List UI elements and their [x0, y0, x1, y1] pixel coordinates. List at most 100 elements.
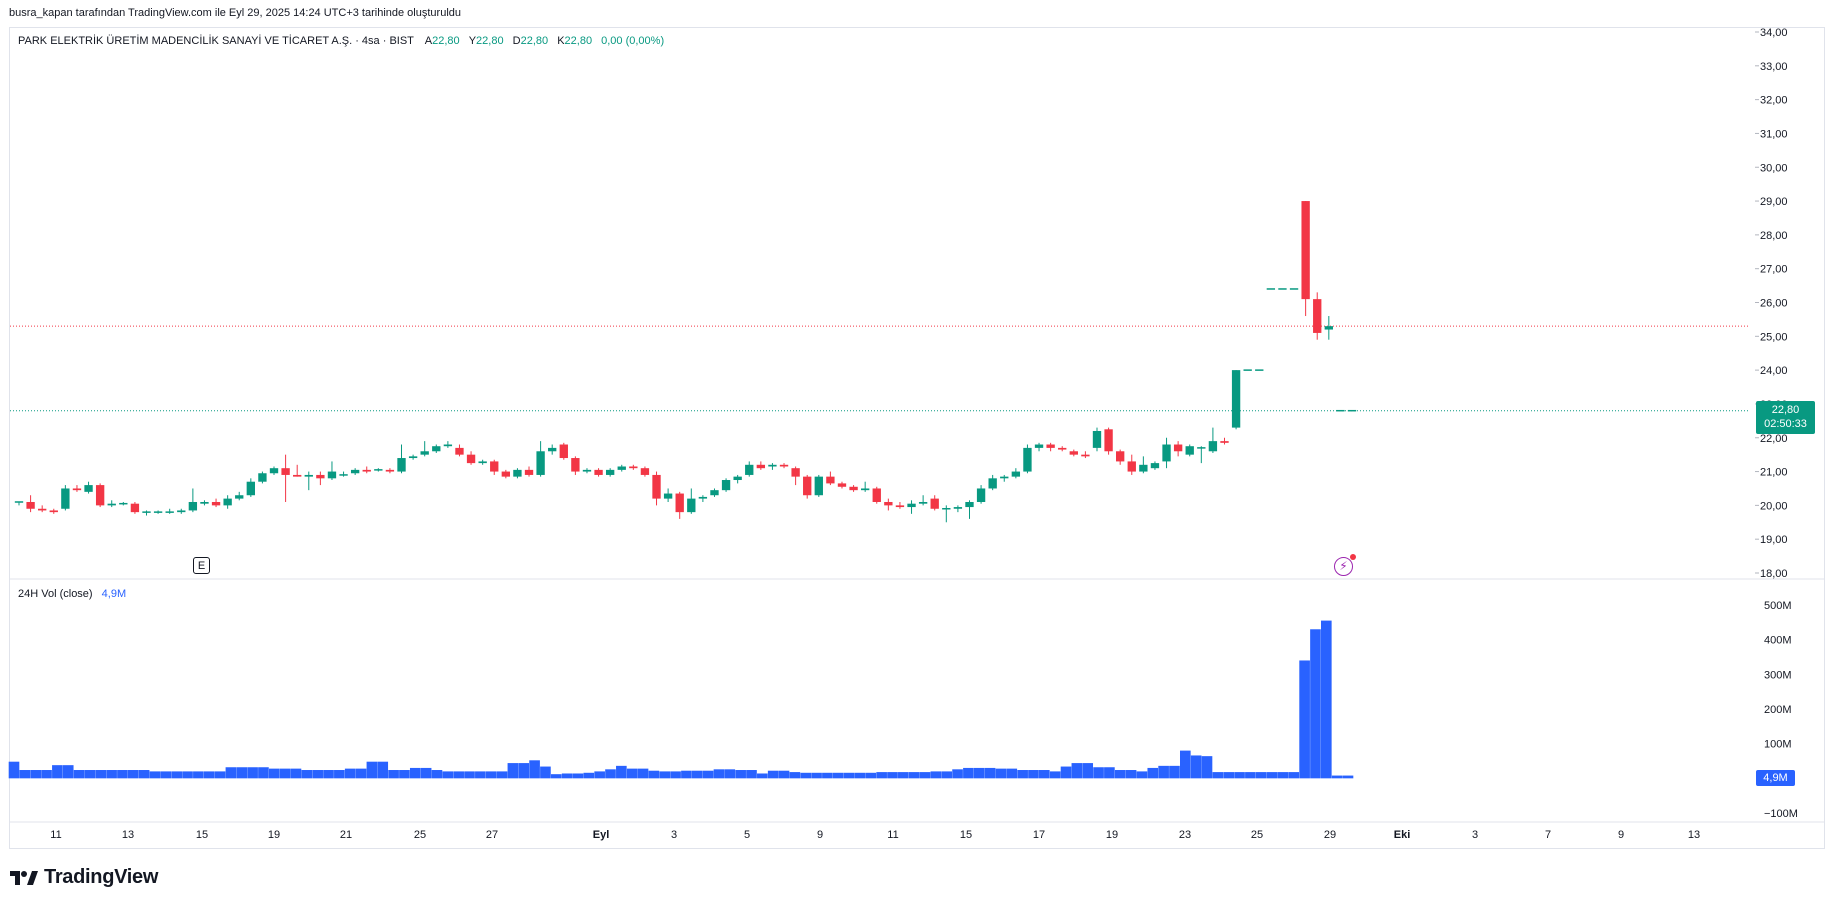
close-value: 22,80 — [564, 35, 593, 47]
time-axis: 11 13 15 19 21 25 27 Eyl 3 5 9 11 15 17 19 23 25 29 Eki 3 7 9… — [50, 829, 1700, 841]
volume-bar — [1039, 770, 1050, 779]
volume-bar — [236, 767, 248, 779]
candle-body — [1058, 447, 1067, 450]
volume-bar — [1331, 775, 1343, 779]
candle-body — [1220, 441, 1229, 443]
candle-body — [153, 511, 163, 513]
volume-bar — [1266, 772, 1278, 779]
volume-bar — [399, 770, 410, 779]
candle — [38, 505, 47, 513]
time-tick-label: 5 — [744, 829, 750, 841]
volume-bar — [594, 771, 605, 779]
candle — [687, 488, 696, 514]
candle — [1150, 461, 1160, 470]
volume-bar — [355, 768, 367, 779]
volume-bar — [1114, 770, 1126, 779]
time-tick-label: 11 — [50, 829, 61, 841]
candle-body — [571, 458, 580, 472]
volume-bar — [312, 770, 323, 779]
price-axis: 18,0019,0020,0021,0022,0023,0024,0025,00… — [1755, 27, 1788, 580]
open-value: 22,80 — [432, 35, 460, 47]
volume-bar — [626, 768, 638, 779]
volume-bar — [247, 767, 258, 779]
candle-body — [165, 511, 174, 513]
open-label: A — [424, 35, 433, 47]
candle-body — [884, 501, 893, 506]
volume-bar — [420, 767, 432, 779]
candle — [327, 461, 337, 481]
candle-body — [223, 498, 232, 506]
candle — [339, 471, 348, 477]
candle-body — [826, 476, 835, 484]
volume-bar — [659, 771, 671, 779]
candle — [304, 471, 313, 491]
candle — [791, 466, 800, 486]
volume-bar — [117, 770, 128, 779]
time-tick-label: 21 — [340, 829, 352, 841]
candle-body — [1011, 471, 1021, 477]
volume-bar — [279, 768, 291, 779]
candle — [698, 495, 708, 502]
candle — [246, 478, 255, 497]
candle — [61, 485, 70, 511]
volume-bar — [301, 770, 313, 779]
volume-bar — [789, 772, 801, 779]
time-tick-label: 13 — [1688, 829, 1700, 841]
last-price: 22,80 — [1771, 404, 1800, 416]
candle-body — [1000, 476, 1009, 479]
price-tick-label: 21,00 — [1760, 467, 1788, 479]
volume-bar — [1006, 768, 1018, 779]
time-tick-label: 19 — [1106, 829, 1118, 841]
candle — [501, 469, 511, 479]
volume-bar — [323, 770, 334, 779]
candle — [420, 441, 429, 457]
candle — [1034, 442, 1044, 452]
candle-body — [374, 469, 383, 471]
price-tick-label: 18,00 — [1760, 568, 1788, 580]
candle-body — [1150, 463, 1160, 469]
symbol-legend[interactable]: PARK ELEKTRİK ÜRETİM MADENCİLİK SANAYİ V… — [18, 35, 664, 47]
earnings-badge[interactable]: E — [193, 557, 210, 574]
candle-body — [965, 501, 974, 508]
volume-bar — [648, 770, 660, 779]
volume-bar — [941, 771, 953, 779]
tradingview-logo[interactable]: TradingView — [10, 866, 158, 889]
volume-bar — [1320, 620, 1332, 779]
volume-bar — [1310, 629, 1321, 779]
volume-bar — [1212, 772, 1224, 779]
candle-body — [107, 503, 116, 506]
candle — [362, 466, 371, 474]
candle — [455, 444, 464, 457]
volume-bar — [475, 771, 486, 779]
notification-dot — [1350, 554, 1356, 560]
volume-bar — [865, 772, 877, 779]
candle-body — [188, 501, 198, 511]
candle-body — [14, 501, 24, 503]
candle — [397, 444, 406, 474]
lightning-icon[interactable]: ⚡ — [1334, 557, 1353, 576]
candle — [432, 444, 441, 453]
price-tick-label: 34,00 — [1760, 27, 1788, 39]
candle-body — [663, 493, 673, 499]
candle — [177, 508, 186, 514]
volume-legend[interactable]: 24H Vol (close) 4,9M — [18, 588, 126, 600]
price-tick-label: 26,00 — [1760, 298, 1788, 310]
candle — [281, 454, 290, 502]
volume-bar — [583, 772, 595, 779]
volume-bar — [540, 766, 551, 779]
high-label: Y — [468, 35, 477, 47]
candle-body — [942, 508, 951, 510]
candle — [837, 481, 847, 489]
time-tick-label: 13 — [122, 829, 134, 841]
candle — [745, 461, 754, 477]
candle-body — [907, 503, 916, 508]
time-tick-label: 19 — [268, 829, 280, 841]
candle — [1000, 474, 1009, 482]
volume-bar — [1245, 772, 1256, 779]
volume-bar — [1060, 766, 1072, 779]
volume-bar — [73, 770, 85, 779]
candle — [548, 444, 557, 455]
candle-body — [316, 474, 325, 479]
volume-bar — [681, 770, 692, 779]
